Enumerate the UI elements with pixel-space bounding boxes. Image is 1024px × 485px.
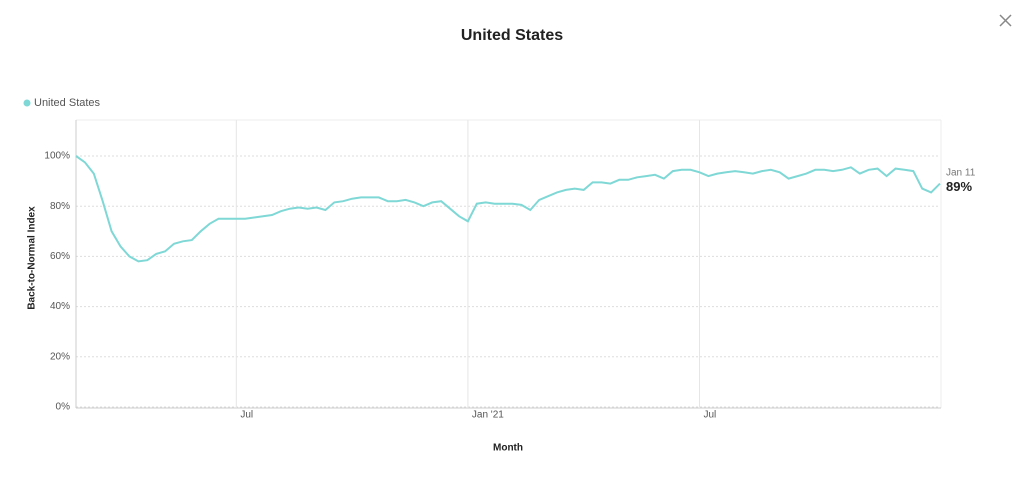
close-button[interactable] — [999, 14, 1012, 27]
y-axis-title: Back-to-Normal Index — [27, 206, 38, 310]
value-label: 89% — [946, 179, 972, 194]
x-tick-label: Jul — [704, 410, 717, 421]
line-series — [75, 155, 941, 263]
legend-label: United States — [34, 97, 101, 109]
x-tick-label: Jul — [240, 410, 253, 421]
chart-title: United States — [461, 27, 563, 44]
legend-marker — [23, 99, 31, 107]
y-tick-label: 20% — [50, 351, 70, 362]
y-tick-label: 100% — [44, 151, 70, 162]
y-tick-label: 60% — [50, 251, 70, 262]
y-tick-label: 40% — [50, 301, 70, 312]
y-tick-label: 0% — [56, 402, 71, 413]
y-tick-label: 80% — [50, 201, 70, 212]
x-tick-label: Jan '21 — [472, 410, 504, 421]
x-axis-title: Month — [493, 443, 523, 454]
end-date-label: Jan 11 — [946, 167, 976, 178]
